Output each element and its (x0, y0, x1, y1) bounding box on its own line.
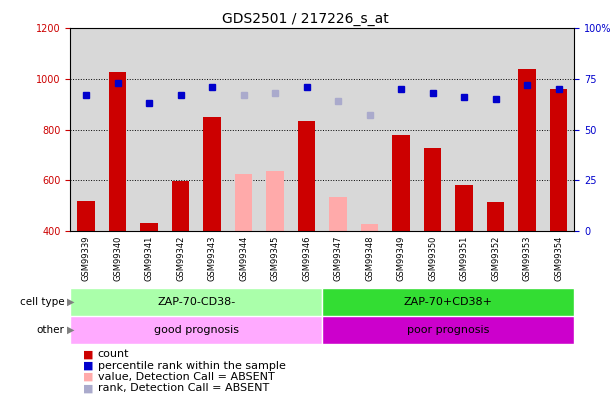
Text: rank, Detection Call = ABSENT: rank, Detection Call = ABSENT (98, 384, 269, 393)
Bar (323, 316, 574, 344)
Bar (70, 288, 323, 316)
Text: value, Detection Call = ABSENT: value, Detection Call = ABSENT (98, 372, 274, 382)
Text: count: count (98, 350, 130, 359)
Bar (424, 148, 441, 231)
Text: GSM99340: GSM99340 (113, 235, 122, 281)
Text: GSM99349: GSM99349 (397, 235, 406, 281)
Bar (203, 117, 221, 231)
Text: poor prognosis: poor prognosis (407, 325, 489, 335)
Text: ▶: ▶ (67, 325, 75, 335)
Text: GSM99339: GSM99339 (81, 235, 90, 281)
Text: GSM99348: GSM99348 (365, 235, 374, 281)
Text: GSM99352: GSM99352 (491, 235, 500, 281)
Text: ■: ■ (82, 372, 93, 382)
Text: GSM99353: GSM99353 (522, 235, 532, 281)
Bar (109, 72, 126, 231)
Text: ■: ■ (82, 384, 93, 393)
Bar (298, 121, 315, 231)
Text: GSM99342: GSM99342 (176, 235, 185, 281)
Text: ZAP-70+CD38+: ZAP-70+CD38+ (404, 297, 493, 307)
Bar (455, 185, 473, 231)
Text: GSM99346: GSM99346 (302, 235, 311, 281)
Bar (323, 288, 574, 316)
Bar (78, 201, 95, 231)
Text: cell type: cell type (20, 297, 64, 307)
Bar (235, 174, 252, 231)
Text: GSM99343: GSM99343 (208, 235, 216, 281)
Text: ▶: ▶ (67, 297, 75, 307)
Bar (550, 89, 567, 231)
Bar (141, 223, 158, 231)
Bar (392, 135, 410, 231)
Bar (361, 224, 378, 231)
Text: GSM99341: GSM99341 (145, 235, 153, 281)
Text: GSM99350: GSM99350 (428, 235, 437, 281)
Bar (70, 316, 323, 344)
Bar (487, 202, 504, 231)
Text: ZAP-70-CD38-: ZAP-70-CD38- (157, 297, 235, 307)
Text: percentile rank within the sample: percentile rank within the sample (98, 361, 285, 371)
Text: GSM99347: GSM99347 (334, 235, 343, 281)
Text: GDS2501 / 217226_s_at: GDS2501 / 217226_s_at (222, 12, 389, 26)
Text: GSM99344: GSM99344 (239, 235, 248, 281)
Text: good prognosis: good prognosis (154, 325, 239, 335)
Text: ■: ■ (82, 361, 93, 371)
Bar (266, 171, 284, 231)
Bar (329, 197, 346, 231)
Text: GSM99345: GSM99345 (271, 235, 280, 281)
Bar (518, 69, 536, 231)
Bar (172, 181, 189, 231)
Text: other: other (36, 325, 64, 335)
Text: GSM99354: GSM99354 (554, 235, 563, 281)
Text: GSM99351: GSM99351 (459, 235, 469, 281)
Text: ■: ■ (82, 350, 93, 359)
